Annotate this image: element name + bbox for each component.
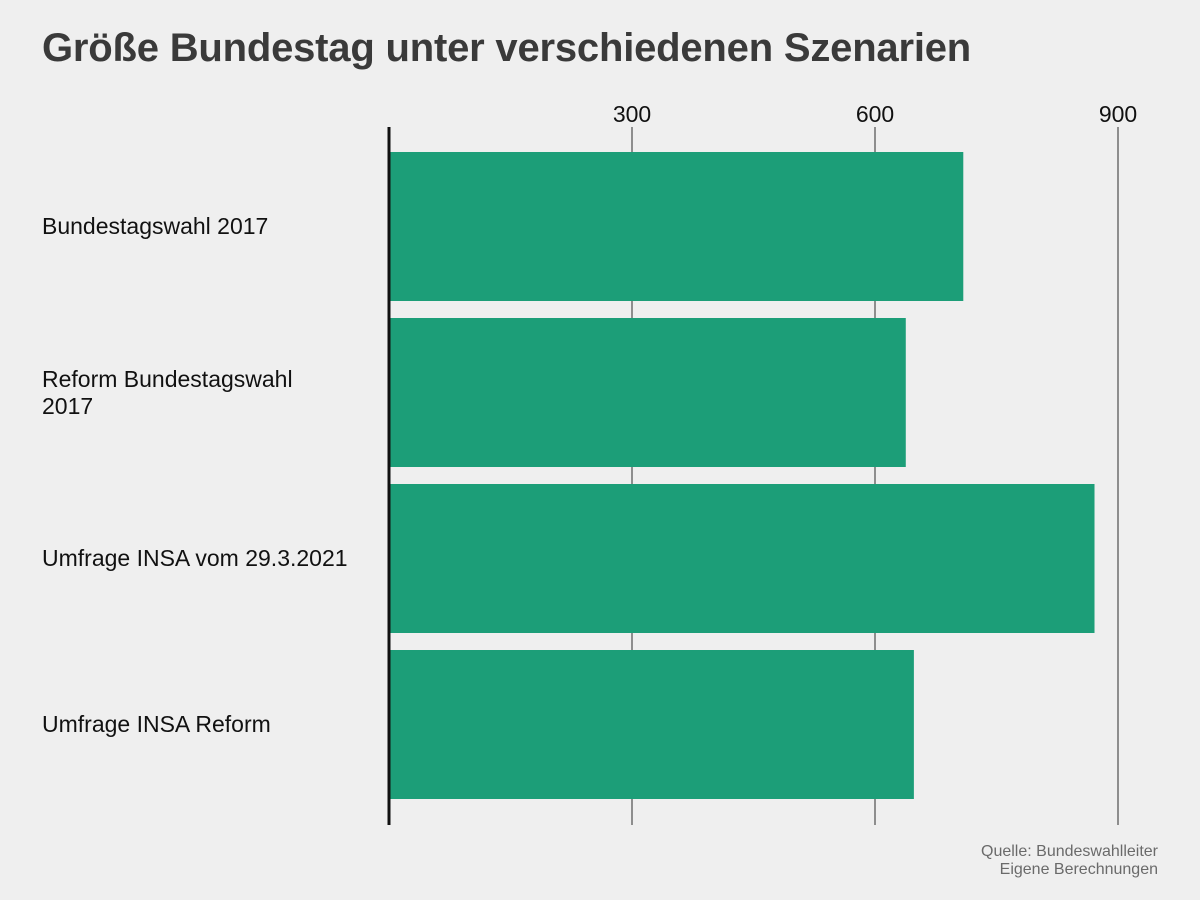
category-label: Reform Bundestagswahl 2017 — [42, 365, 293, 419]
bar — [389, 318, 906, 467]
source-note: Quelle: Bundeswahlleiter Eigene Berechnu… — [981, 843, 1158, 879]
x-tick-label: 300 — [613, 101, 651, 127]
source-line-1: Quelle: Bundeswahlleiter — [981, 843, 1158, 860]
bars — [389, 152, 1095, 799]
category-label: Umfrage INSA Reform — [42, 711, 271, 737]
category-label: Umfrage INSA vom 29.3.2021 — [42, 545, 348, 571]
x-tick-labels: 300 600 900 — [613, 101, 1137, 127]
x-tick-label: 600 — [856, 101, 894, 127]
source-line-2: Eigene Berechnungen — [999, 861, 1158, 878]
bar — [389, 152, 964, 301]
bar — [389, 484, 1095, 633]
x-tick-label: 900 — [1099, 101, 1137, 127]
bar — [389, 650, 914, 799]
chart-title: Größe Bundestag unter verschiedenen Szen… — [42, 26, 972, 70]
category-label: Bundestagswahl 2017 — [42, 213, 269, 239]
